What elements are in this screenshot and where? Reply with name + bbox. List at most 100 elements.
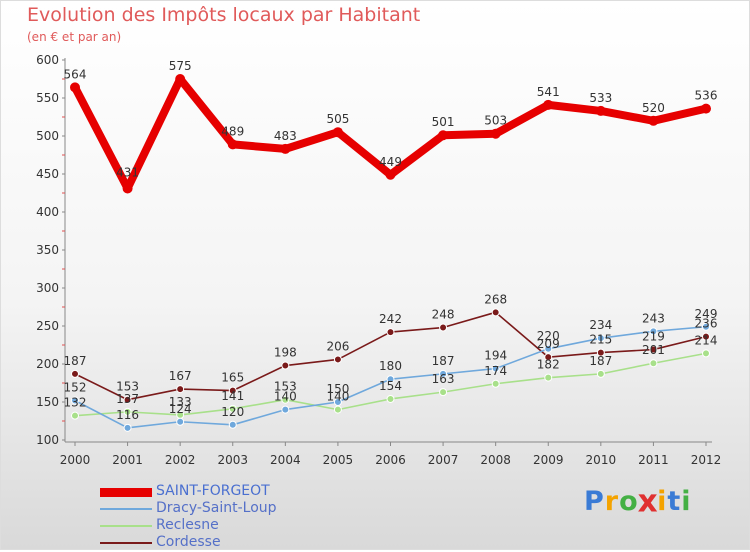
- proxiti-logo: Proxiti: [584, 483, 692, 520]
- data-label: 120: [221, 405, 244, 419]
- data-label: 541: [537, 85, 560, 99]
- y-tick-label: 300: [36, 281, 59, 295]
- data-label: 564: [64, 67, 87, 81]
- data-point: [280, 143, 291, 154]
- legend-swatch: [100, 487, 152, 497]
- data-point: [123, 407, 132, 416]
- data-label: 533: [589, 91, 612, 105]
- y-tick-label: 200: [36, 357, 59, 371]
- logo-letter: t: [667, 486, 682, 517]
- data-label: 153: [116, 380, 139, 394]
- data-label: 242: [379, 312, 402, 326]
- data-point: [491, 364, 500, 373]
- data-point: [333, 405, 342, 414]
- data-point: [386, 328, 395, 337]
- data-point: [333, 398, 342, 406]
- data-label: 132: [64, 396, 87, 410]
- data-label: 243: [642, 311, 665, 325]
- data-point: [702, 322, 710, 331]
- data-label: 236: [695, 317, 718, 331]
- legend-swatch: [100, 508, 152, 510]
- y-tick-label: 550: [36, 91, 59, 105]
- x-tick-label: 2008: [480, 453, 511, 467]
- x-tick-label: 2002: [165, 453, 196, 467]
- data-point: [123, 423, 132, 432]
- data-label: 140: [274, 390, 297, 404]
- data-label: 133: [169, 395, 192, 409]
- data-label: 268: [484, 292, 507, 306]
- data-point: [175, 74, 186, 84]
- data-label: 206: [326, 339, 349, 353]
- data-label: 249: [695, 307, 718, 321]
- data-point: [281, 405, 290, 414]
- data-point: [71, 411, 79, 420]
- data-label: 152: [64, 380, 87, 394]
- data-label: 449: [379, 155, 402, 169]
- legend-swatch: [100, 542, 152, 544]
- data-point: [490, 128, 501, 139]
- data-point: [648, 115, 659, 126]
- data-label: 154: [379, 379, 402, 393]
- data-label: 163: [432, 372, 455, 386]
- data-point: [491, 379, 500, 388]
- data-label: 167: [169, 369, 192, 383]
- logo-letter: P: [584, 486, 605, 517]
- data-label: 137: [116, 392, 139, 406]
- data-label: 165: [221, 371, 244, 385]
- data-label: 483: [274, 129, 297, 143]
- logo-letter: i: [681, 486, 692, 517]
- x-tick-label: 2006: [375, 453, 406, 467]
- y-tick-label: 600: [36, 53, 59, 67]
- data-point: [386, 394, 395, 403]
- logo-letter: r: [604, 486, 620, 517]
- data-point: [71, 369, 79, 378]
- data-point: [122, 183, 133, 194]
- y-tick-label: 400: [36, 205, 59, 219]
- data-label: 209: [537, 337, 560, 351]
- data-point: [544, 353, 553, 362]
- data-point: [71, 396, 79, 405]
- data-point: [228, 386, 237, 395]
- data-label: 575: [169, 59, 192, 73]
- legend-swatch: [100, 525, 152, 527]
- data-point: [702, 349, 710, 358]
- data-label: 220: [537, 329, 560, 343]
- data-label: 153: [274, 380, 297, 394]
- data-label: 194: [484, 349, 507, 363]
- data-label: 116: [116, 408, 139, 422]
- data-point: [176, 417, 185, 426]
- data-point: [176, 385, 185, 394]
- data-point: [70, 82, 80, 93]
- data-point: [333, 355, 342, 364]
- y-tick-label: 250: [36, 319, 59, 333]
- data-point: [228, 404, 237, 413]
- data-point: [227, 139, 238, 150]
- data-label: 248: [432, 308, 455, 322]
- data-point: [595, 105, 606, 116]
- data-point: [386, 375, 395, 384]
- data-point: [332, 127, 343, 138]
- data-label: 219: [642, 330, 665, 344]
- data-point: [596, 334, 605, 343]
- data-label: 198: [274, 346, 297, 360]
- data-label: 140: [326, 390, 349, 404]
- x-tick-label: 2001: [112, 453, 143, 467]
- data-point: [438, 130, 449, 141]
- data-point: [439, 388, 448, 397]
- logo-letter: i: [657, 486, 668, 517]
- legend-label: Reclesne: [156, 517, 219, 533]
- legend-label: Cordesse: [156, 534, 221, 550]
- data-point: [649, 327, 658, 336]
- data-label: 201: [642, 343, 665, 357]
- data-label: 182: [537, 358, 560, 372]
- x-tick-label: 2010: [586, 453, 617, 467]
- logo-letter: x: [637, 483, 659, 520]
- data-point: [649, 359, 658, 368]
- data-label: 180: [379, 359, 402, 373]
- data-point: [228, 420, 237, 429]
- data-label: 431: [116, 165, 139, 179]
- data-point: [701, 103, 711, 114]
- y-tick-label: 450: [36, 167, 59, 181]
- data-label: 150: [326, 382, 349, 396]
